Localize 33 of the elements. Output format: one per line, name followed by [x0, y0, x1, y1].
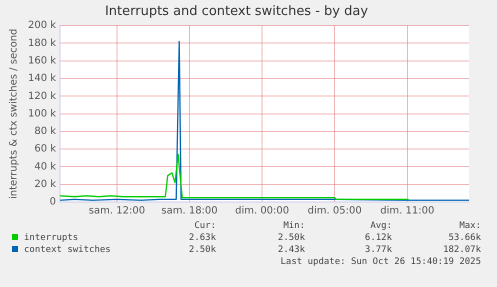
- y-tick-label: 180 k: [28, 38, 56, 49]
- text: 182.07k: [442, 244, 481, 256]
- x-tick-label: dim. 11:00: [380, 206, 434, 217]
- y-tick-label: 40 k: [34, 161, 56, 172]
- x-tick-label: sam. 18:00: [161, 206, 218, 217]
- y-tick-label: 140 k: [28, 73, 56, 84]
- y-tick-label: 0: [50, 196, 56, 208]
- text: Cur:: [193, 220, 216, 232]
- y-tick-label: 160 k: [28, 55, 56, 66]
- legend-label: interrupts: [24, 233, 78, 243]
- text: 3.77k: [364, 244, 392, 256]
- y-tick-label: 20 k: [34, 178, 56, 190]
- text: Max:: [458, 220, 481, 232]
- y-tick-label: 80 k: [34, 126, 56, 138]
- text: 53.66k: [447, 232, 481, 244]
- y-tick-label: 60 k: [34, 144, 56, 155]
- x-tick-label: dim. 00:00: [235, 206, 290, 217]
- text: 2.50k: [188, 244, 216, 256]
- text: 2.63k: [188, 232, 216, 244]
- text: Min:: [282, 220, 305, 232]
- y-tick-label: 200 k: [28, 20, 56, 32]
- text: Avg:: [369, 220, 392, 232]
- text: 2.43k: [276, 244, 305, 256]
- x-tick-label: dim. 05:00: [308, 206, 362, 217]
- text: 6.12k: [364, 232, 392, 244]
- y-tick-label: 100 k: [28, 108, 56, 120]
- y-axis-title: interrupts & ctx switches / second: [8, 28, 20, 200]
- chart-title: Interrupts and context switches - by day: [104, 4, 368, 20]
- text: Last update: Sun Oct 26 15:40:19 2025: [280, 256, 481, 268]
- y-tick-label: 120 k: [28, 90, 56, 102]
- text: 2.50k: [276, 232, 305, 244]
- x-tick-label: sam. 12:00: [88, 206, 146, 217]
- legend-label: context switches: [24, 245, 111, 255]
